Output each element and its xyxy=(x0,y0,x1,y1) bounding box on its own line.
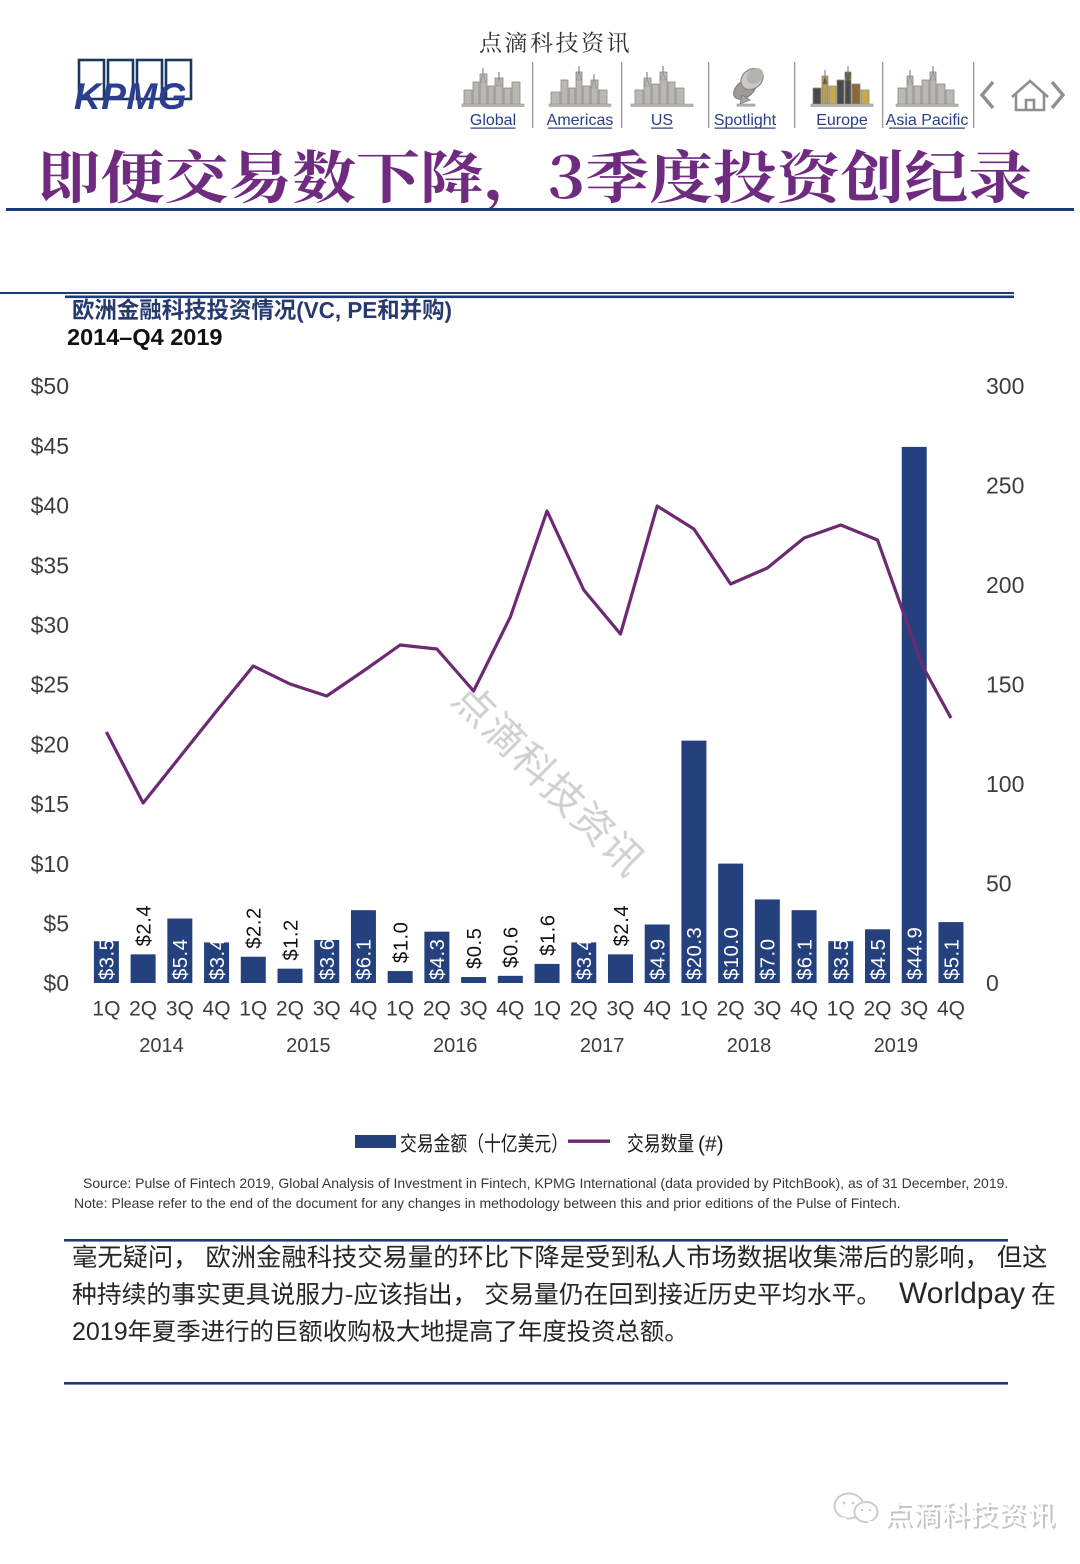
svg-text:$1.6: $1.6 xyxy=(537,914,559,955)
svg-text:150: 150 xyxy=(986,672,1024,698)
svg-text:50: 50 xyxy=(986,871,1012,897)
svg-text:$3.5: $3.5 xyxy=(97,939,119,980)
svg-text:1Q: 1Q xyxy=(92,998,120,1021)
svg-text:$40: $40 xyxy=(31,493,69,519)
svg-text:Source: Pulse of Fintech 2019,: Source: Pulse of Fintech 2019, Global An… xyxy=(83,1175,1008,1191)
svg-text:2Q: 2Q xyxy=(717,998,745,1021)
svg-text:$30: $30 xyxy=(31,612,69,638)
svg-text:3Q: 3Q xyxy=(460,998,488,1021)
svg-text:US: US xyxy=(651,112,673,129)
svg-text:Worldpay: Worldpay xyxy=(899,1277,1025,1310)
svg-text:$5: $5 xyxy=(43,911,69,937)
svg-text:1Q: 1Q xyxy=(533,998,561,1021)
svg-text:$6.1: $6.1 xyxy=(354,939,376,980)
svg-text:$10: $10 xyxy=(31,851,69,877)
svg-text:$20: $20 xyxy=(31,731,69,757)
svg-text:1Q: 1Q xyxy=(239,998,267,1021)
svg-text:100: 100 xyxy=(986,771,1024,797)
svg-text:3Q: 3Q xyxy=(606,998,634,1021)
svg-text:$20.3: $20.3 xyxy=(684,927,706,980)
svg-text:$2.4: $2.4 xyxy=(611,905,633,946)
svg-text:$6.1: $6.1 xyxy=(794,939,816,980)
svg-text:$7.0: $7.0 xyxy=(758,939,780,980)
svg-text:$25: $25 xyxy=(31,672,69,698)
svg-text:Europe: Europe xyxy=(816,112,868,129)
svg-text:4Q: 4Q xyxy=(203,998,231,1021)
svg-text:$0: $0 xyxy=(43,970,69,996)
svg-text:Spotlight: Spotlight xyxy=(714,112,777,129)
svg-text:300: 300 xyxy=(986,373,1024,399)
svg-text:$44.9: $44.9 xyxy=(905,927,927,980)
svg-text:4Q: 4Q xyxy=(643,998,671,1021)
svg-text:3Q: 3Q xyxy=(166,998,194,1021)
svg-text:$4.3: $4.3 xyxy=(427,939,449,980)
svg-text:$0.5: $0.5 xyxy=(464,928,486,969)
svg-text:$3.4: $3.4 xyxy=(574,939,596,980)
svg-text:4Q: 4Q xyxy=(496,998,524,1021)
svg-text:3Q: 3Q xyxy=(900,998,928,1021)
svg-text:2019: 2019 xyxy=(874,1035,919,1057)
svg-text:$3.5: $3.5 xyxy=(831,939,853,980)
svg-text:2Q: 2Q xyxy=(570,998,598,1021)
svg-text:2Q: 2Q xyxy=(423,998,451,1021)
svg-text:1Q: 1Q xyxy=(386,998,414,1021)
svg-text:(#): (#) xyxy=(698,1133,724,1156)
svg-text:$1.0: $1.0 xyxy=(390,922,412,963)
svg-text:$5.4: $5.4 xyxy=(170,939,192,980)
svg-text:2014: 2014 xyxy=(139,1035,184,1057)
svg-text:$1.2: $1.2 xyxy=(280,919,302,960)
svg-text:2014–Q4 2019: 2014–Q4 2019 xyxy=(67,324,223,350)
svg-text:1Q: 1Q xyxy=(680,998,708,1021)
svg-text:Americas: Americas xyxy=(547,112,614,129)
svg-text:KPMG: KPMG xyxy=(74,76,187,117)
svg-text:$10.0: $10.0 xyxy=(721,927,743,980)
svg-text:2019: 2019 xyxy=(72,1318,128,1346)
svg-text:Global: Global xyxy=(470,112,516,129)
svg-text:Note: Please refer to the end: Note: Please refer to the end of the doc… xyxy=(74,1195,901,1211)
svg-text:2Q: 2Q xyxy=(129,998,157,1021)
svg-text:200: 200 xyxy=(986,572,1024,598)
svg-text:250: 250 xyxy=(986,473,1024,499)
svg-text:2018: 2018 xyxy=(727,1035,772,1057)
svg-text:$3.4: $3.4 xyxy=(207,939,229,980)
svg-text:$0.6: $0.6 xyxy=(501,926,523,967)
svg-text:$45: $45 xyxy=(31,433,69,459)
svg-text:4Q: 4Q xyxy=(790,998,818,1021)
svg-text:0: 0 xyxy=(986,970,999,996)
svg-text:4Q: 4Q xyxy=(349,998,377,1021)
svg-text:4Q: 4Q xyxy=(937,998,965,1021)
svg-text:1Q: 1Q xyxy=(827,998,855,1021)
svg-text:$4.9: $4.9 xyxy=(648,939,670,980)
svg-text:$5.1: $5.1 xyxy=(941,939,963,980)
svg-text:$35: $35 xyxy=(31,552,69,578)
svg-text:2016: 2016 xyxy=(433,1035,478,1057)
svg-text:$50: $50 xyxy=(31,373,69,399)
svg-text:2017: 2017 xyxy=(580,1035,625,1057)
svg-text:3Q: 3Q xyxy=(753,998,781,1021)
svg-text:$15: $15 xyxy=(31,791,69,817)
svg-text:2Q: 2Q xyxy=(864,998,892,1021)
svg-text:$2.2: $2.2 xyxy=(244,907,266,948)
svg-text:$2.4: $2.4 xyxy=(133,905,155,946)
svg-text:2Q: 2Q xyxy=(276,998,304,1021)
svg-text:3Q: 3Q xyxy=(313,998,341,1021)
svg-text:Asia Pacific: Asia Pacific xyxy=(886,112,969,129)
svg-text:2015: 2015 xyxy=(286,1035,331,1057)
svg-text:$4.5: $4.5 xyxy=(868,939,890,980)
svg-text:$3.6: $3.6 xyxy=(317,939,339,980)
